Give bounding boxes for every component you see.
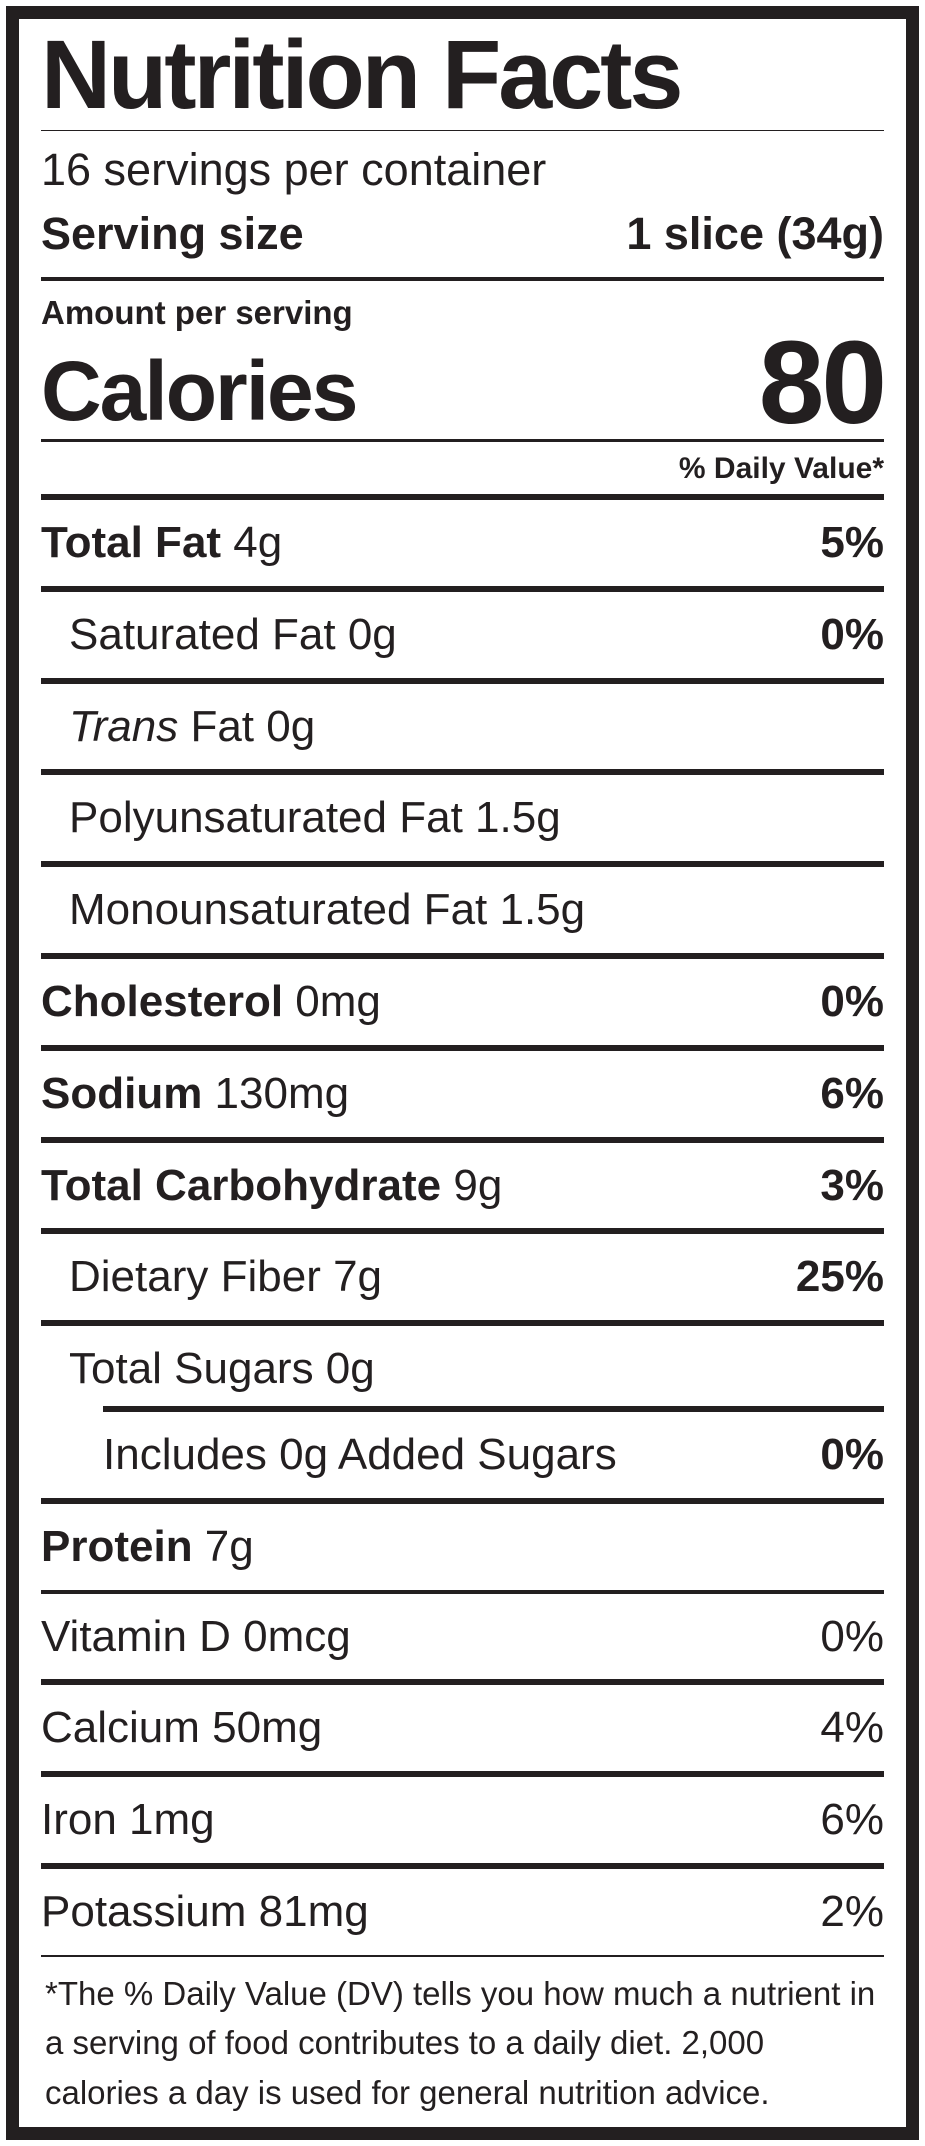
nutrient-name: Total Carbohydrate 9g: [41, 1160, 503, 1210]
nutrient-amount: 0g: [335, 609, 397, 659]
nutrient-name: Potassium 81mg: [41, 1886, 369, 1936]
nutrient-amount: 0mg: [283, 976, 381, 1026]
nutrient-amount: 1.5g: [462, 793, 561, 843]
section-divider-thick: [41, 1589, 884, 1594]
daily-value-percent: 25%: [795, 1252, 884, 1302]
daily-value-percent: 4%: [820, 1703, 884, 1753]
nutrient-row: Cholesterol 0mg 0%: [41, 959, 884, 1051]
nutrient-amount: 7g: [192, 1521, 254, 1571]
nutrient-name: Calcium 50mg: [41, 1703, 323, 1753]
nutrient-name: Total Fat 4g: [41, 517, 283, 567]
nutrient-row: Total Sugars 0g: [41, 1326, 884, 1412]
nutrient-name: Sodium 130mg: [41, 1068, 350, 1118]
nutrient-row: Sodium 130mg 6%: [41, 1051, 884, 1143]
daily-value-percent: 0%: [820, 976, 884, 1026]
nutrient-name: Cholesterol 0mg: [41, 976, 381, 1026]
daily-value-percent: 6%: [820, 1068, 884, 1118]
footnote-divider: [41, 1954, 884, 1957]
nutrient-amount: 0mcg: [230, 1611, 351, 1661]
nutrient-amount: 81mg: [246, 1886, 369, 1936]
nutrient-amount: 0g: [313, 1344, 375, 1394]
nutrient-name: Trans Fat 0g: [69, 701, 316, 751]
serving-size-value: 1 slice (34g): [626, 207, 884, 259]
nutrient-name: Iron 1mg: [41, 1795, 215, 1845]
mineral-row: Potassium 81mg 2%: [41, 1869, 884, 1955]
daily-value-percent: 2%: [820, 1886, 884, 1936]
nutrient-row: Trans Fat 0g: [41, 684, 884, 776]
serving-size-label: Serving size: [41, 207, 304, 259]
nutrient-amount: 4g: [221, 517, 283, 567]
mineral-row: Calcium 50mg 4%: [41, 1685, 884, 1778]
section-divider-thick: [41, 276, 884, 282]
nutrient-row: Polyunsaturated Fat 1.5g: [41, 775, 884, 868]
nutrient-amount: 0g: [254, 701, 316, 751]
daily-value-percent: 5%: [820, 517, 884, 567]
nutrient-row: Includes 0g Added Sugars 0%: [41, 1405, 884, 1504]
nutrient-name: Monounsaturated Fat 1.5g: [69, 885, 586, 935]
calories-row: Calories 80: [41, 316, 887, 449]
nutrient-name: Total Sugars 0g: [69, 1344, 375, 1394]
calories-value: 80: [758, 316, 887, 449]
nutrient-amount: 50mg: [199, 1703, 323, 1753]
calories-label: Calories: [41, 343, 358, 438]
nutrient-row: Protein 7g: [41, 1504, 884, 1590]
nutrient-amount: 1mg: [116, 1795, 215, 1845]
nutrient-name: Polyunsaturated Fat 1.5g: [69, 793, 561, 843]
serving-size-row: Serving size 1 slice (34g): [41, 202, 884, 277]
title-divider: [41, 129, 884, 131]
nutrient-row: Monounsaturated Fat 1.5g: [41, 867, 884, 959]
nutrient-row: Dietary Fiber 7g 25%: [41, 1234, 884, 1327]
nutrient-name: Includes 0g Added Sugars: [103, 1429, 617, 1479]
nutrient-row: Total Carbohydrate 9g 3%: [41, 1143, 884, 1235]
daily-value-header: % Daily Value*: [41, 442, 884, 500]
nutrient-name: Vitamin D 0mcg: [41, 1611, 351, 1661]
daily-value-percent: 6%: [820, 1795, 884, 1845]
mineral-row: Iron 1mg 6%: [41, 1777, 884, 1869]
daily-value-percent: 0%: [820, 609, 884, 659]
nutrient-name: Saturated Fat 0g: [69, 609, 397, 659]
nutrient-name: Protein 7g: [41, 1521, 254, 1571]
nutrient-rows: Total Fat 4g 5% Saturated Fat 0g 0% Trans Fa…: [41, 500, 884, 1590]
daily-value-percent: 0%: [820, 1429, 884, 1479]
daily-value-percent: 3%: [820, 1160, 884, 1210]
nutrient-amount: 7g: [320, 1252, 383, 1302]
nutrient-row: Saturated Fat 0g 0%: [41, 592, 884, 684]
nutrition-facts-label: Nutrition Facts 16 servings per containe…: [6, 6, 919, 2140]
servings-per-container: 16 servings per container: [41, 143, 547, 195]
nutrient-amount: 9g: [441, 1160, 503, 1210]
daily-value-percent: 0%: [820, 1611, 884, 1661]
nutrient-row: Total Fat 4g 5%: [41, 500, 884, 592]
nutrient-amount: 1.5g: [487, 885, 586, 935]
label-title: Nutrition Facts: [41, 20, 683, 129]
mineral-row: Vitamin D 0mcg 0%: [41, 1594, 884, 1686]
amount-per-serving-label: Amount per serving: [41, 294, 353, 332]
nutrient-name: Dietary Fiber 7g: [69, 1252, 383, 1302]
footnote-text: *The % Daily Value (DV) tells you how mu…: [45, 1974, 876, 2111]
mineral-rows: Vitamin D 0mcg 0% Calcium 50mg 4% Iron 1mg 6%…: [41, 1594, 884, 1955]
calories-divider: [41, 439, 884, 442]
nutrient-amount: 130mg: [202, 1068, 350, 1118]
